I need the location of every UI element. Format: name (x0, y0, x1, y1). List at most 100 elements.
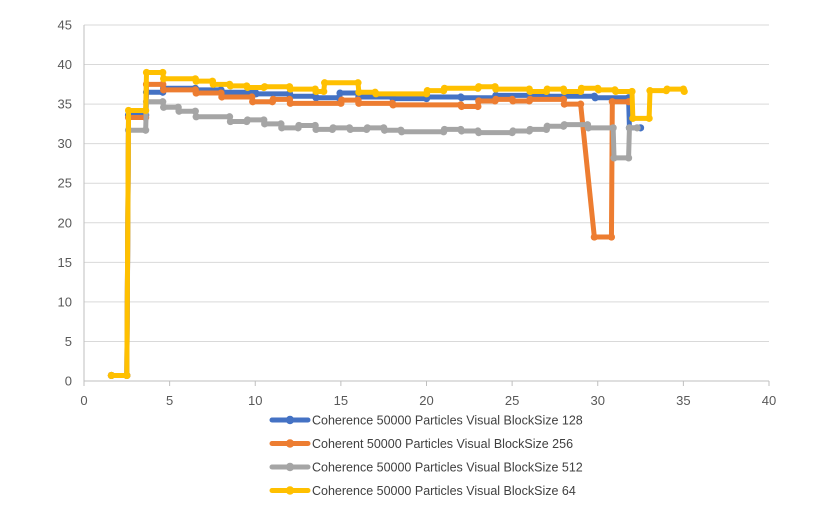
data-point (492, 95, 500, 103)
data-point (474, 102, 482, 111)
data-point (355, 99, 363, 107)
data-point (159, 68, 167, 77)
data-point (160, 86, 168, 94)
y-tick-label: 10 (58, 294, 72, 309)
data-point (269, 95, 277, 103)
data-point (475, 97, 483, 105)
x-tick-label: 5 (166, 393, 173, 408)
data-point (218, 93, 226, 101)
data-point (142, 68, 151, 77)
series-2 (107, 98, 641, 380)
data-point (192, 77, 200, 85)
legend-entry: Coherence 50000 Particles Visual BlockSi… (269, 414, 583, 428)
data-point (475, 83, 483, 91)
data-point (226, 82, 235, 90)
series-lines (107, 68, 688, 380)
data-point (458, 127, 466, 135)
x-tick-label: 40 (762, 393, 776, 408)
legend-entry: Coherence 50000 Particles Visual BlockSi… (269, 461, 583, 475)
series-line (108, 99, 640, 378)
x-tick-label: 35 (676, 393, 690, 408)
data-point (492, 85, 500, 93)
legend-swatch-marker (285, 462, 295, 472)
data-point (160, 103, 168, 111)
y-tick-label: 25 (58, 176, 72, 191)
data-point (312, 94, 320, 102)
series-line (108, 85, 644, 378)
y-tick-label: 0 (65, 374, 72, 389)
legend-swatch-marker (285, 439, 295, 448)
y-tick-label: 35 (58, 97, 72, 112)
data-point (355, 88, 363, 96)
x-tick-label: 30 (591, 393, 605, 408)
data-point (624, 154, 633, 162)
y-tick-label: 30 (58, 136, 72, 151)
data-point (209, 80, 217, 88)
legend-swatch-marker (285, 415, 295, 425)
data-point (526, 95, 534, 103)
data-point (261, 83, 269, 91)
data-point (560, 87, 568, 96)
y-tick-label: 15 (58, 255, 72, 270)
gridlines (84, 24, 769, 342)
data-point (591, 94, 599, 102)
data-point (398, 128, 406, 136)
data-point (142, 126, 150, 134)
legend-label: Coherence 50000 Particles Visual BlockSi… (312, 484, 576, 498)
data-point (142, 106, 150, 115)
data-point (509, 127, 517, 135)
data-point (249, 98, 257, 106)
data-point (192, 89, 200, 97)
data-point (329, 124, 337, 132)
y-tick-label: 5 (65, 334, 72, 349)
data-point (338, 96, 346, 104)
data-point (123, 371, 131, 380)
data-point (607, 233, 616, 241)
data-point (633, 124, 641, 132)
legend-label: Coherent 50000 Particles Visual BlockSiz… (312, 437, 573, 451)
data-point (124, 106, 133, 115)
data-point (226, 117, 235, 126)
x-tick-label: 25 (505, 393, 519, 408)
data-point (389, 101, 397, 109)
data-point (159, 80, 167, 88)
legend-label: Coherence 50000 Particles Visual BlockSi… (312, 414, 583, 428)
legend-label: Coherence 50000 Particles Visual BlockSi… (312, 461, 583, 475)
data-point (107, 371, 115, 380)
y-tick-label: 20 (58, 215, 72, 230)
data-point (440, 125, 449, 134)
series-1 (107, 80, 633, 380)
data-point (286, 85, 294, 93)
x-tick-label: 0 (80, 393, 87, 408)
data-point (243, 116, 252, 124)
data-point (560, 121, 568, 129)
data-point (645, 114, 653, 122)
data-point (363, 124, 372, 132)
data-point (475, 128, 483, 137)
data-point (526, 87, 534, 96)
data-point (336, 89, 344, 97)
y-tick-label: 40 (58, 57, 72, 72)
series-3 (107, 68, 688, 380)
data-point (243, 83, 252, 92)
axes: 0 5 10 15 20 25 30 35 40 45 0 5 10 15 20 25 30 35 40 (58, 18, 777, 409)
data-point (608, 98, 616, 106)
data-point (312, 125, 320, 134)
data-point (160, 75, 168, 83)
data-point (312, 87, 320, 96)
data-point (372, 90, 380, 98)
legend: Coherence 50000 Particles Visual BlockSi… (269, 414, 583, 498)
data-point (159, 98, 167, 106)
data-point (192, 113, 200, 121)
data-point (175, 107, 183, 115)
data-point (458, 102, 466, 111)
data-point (629, 114, 637, 122)
data-point (609, 124, 617, 132)
x-tick-label: 15 (334, 393, 348, 408)
data-point (663, 85, 671, 93)
data-point (584, 124, 592, 132)
data-point (560, 100, 568, 108)
data-point (543, 122, 551, 130)
